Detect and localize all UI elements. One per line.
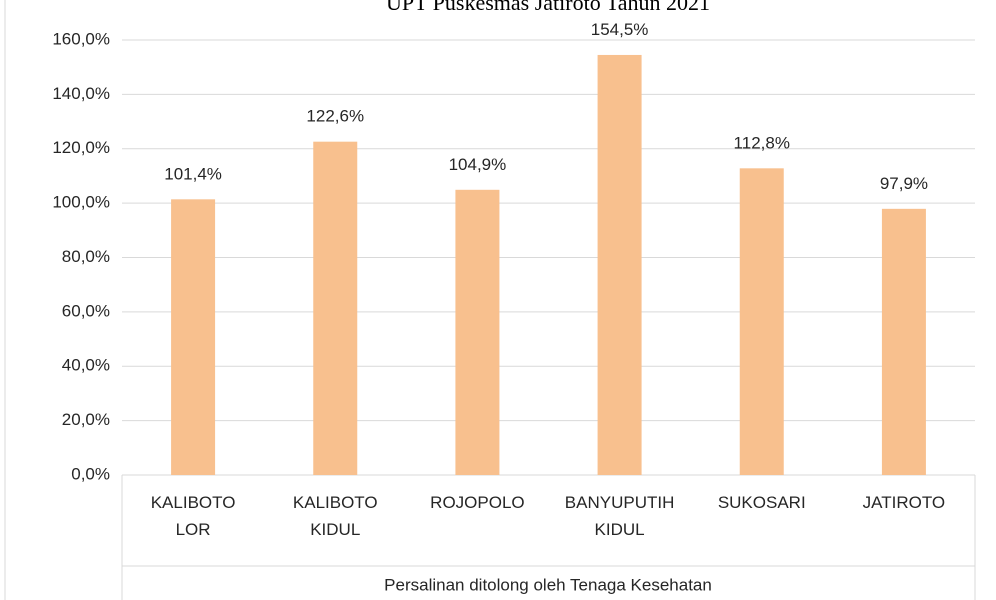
y-tick-label: 0,0% xyxy=(71,464,110,483)
y-tick-label: 140,0% xyxy=(52,84,110,103)
x-tick-label: BANYUPUTIH KIDUL xyxy=(565,493,675,539)
bar xyxy=(171,199,216,475)
x-axis-label: Persalinan ditolong oleh Tenaga Kesehata… xyxy=(384,575,712,594)
data-label: 122,6% xyxy=(306,107,364,126)
data-label: 97,9% xyxy=(880,174,928,193)
bar xyxy=(597,54,642,475)
bar xyxy=(881,208,926,475)
y-tick-label: 20,0% xyxy=(62,410,110,429)
x-tick-label: JATIROTO xyxy=(863,493,946,512)
y-tick-label: 100,0% xyxy=(52,193,110,212)
y-tick-label: 80,0% xyxy=(62,247,110,266)
x-tick-label: SUKOSARI xyxy=(718,493,806,512)
data-label: 101,4% xyxy=(164,164,222,183)
bar xyxy=(313,141,358,475)
x-tick-label: KALIBOTO KIDUL xyxy=(293,493,378,539)
y-tick-label: 60,0% xyxy=(62,301,110,320)
y-tick-label: 120,0% xyxy=(52,138,110,157)
y-tick-label: 40,0% xyxy=(62,356,110,375)
bar xyxy=(739,168,784,475)
x-tick-label: KALIBOTO LOR xyxy=(151,493,236,539)
data-label: 112,8% xyxy=(734,133,790,152)
chart-title: UPT Puskesmas Jatiroto Tahun 2021 xyxy=(386,0,710,15)
data-label: 154,5% xyxy=(591,20,649,39)
x-tick-label: ROJOPOLO xyxy=(430,493,524,512)
y-tick-label: 160,0% xyxy=(52,29,110,48)
data-label: 104,9% xyxy=(449,155,507,174)
bar xyxy=(455,189,500,475)
